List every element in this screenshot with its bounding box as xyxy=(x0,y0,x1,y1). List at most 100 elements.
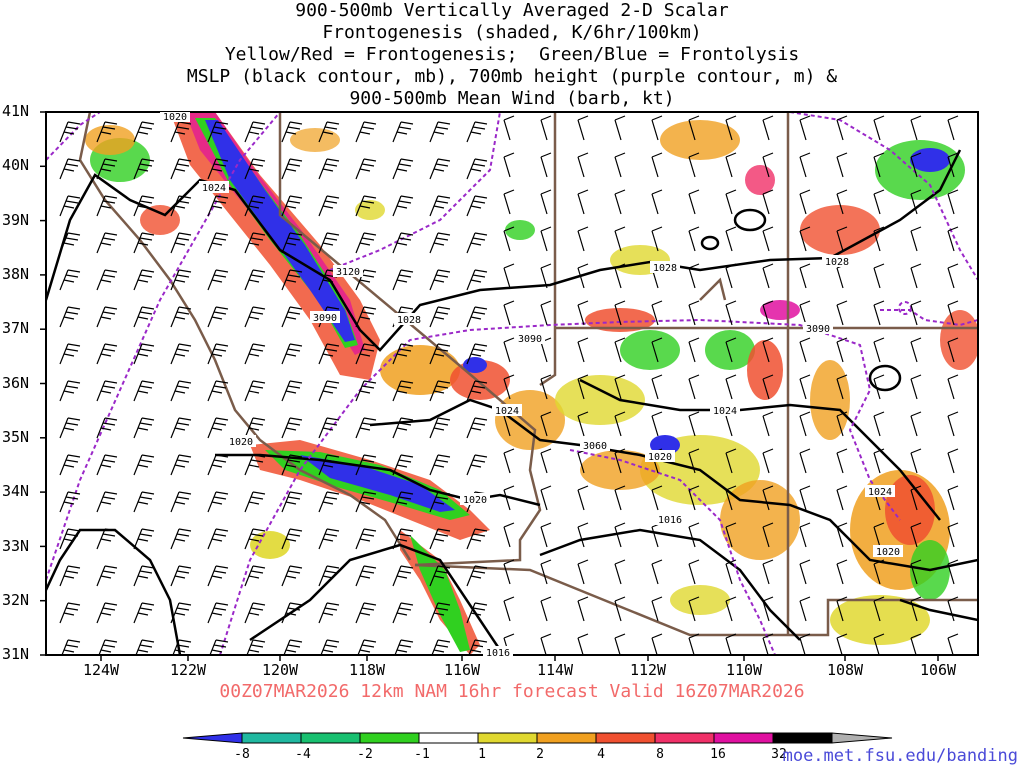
wind-barb xyxy=(725,374,737,400)
colorbar-segment xyxy=(595,732,656,744)
svg-text:1016: 1016 xyxy=(658,515,682,526)
wind-barb xyxy=(170,195,192,217)
colorbar-segment xyxy=(359,732,420,744)
wind-barb xyxy=(799,337,811,363)
wind-barb xyxy=(762,522,774,548)
wind-barb xyxy=(799,411,811,437)
wind-barb xyxy=(614,300,626,326)
wind-barb xyxy=(281,232,303,254)
wind-barb xyxy=(429,380,451,402)
wind-barb xyxy=(355,195,377,217)
wind-barb xyxy=(466,565,488,587)
wind-barb xyxy=(651,485,663,511)
wind-barb xyxy=(244,269,266,291)
wind-barb xyxy=(172,639,192,655)
wind-barb xyxy=(59,417,81,439)
wind-barb xyxy=(96,602,118,624)
wind-barb xyxy=(503,522,515,548)
wind-barb xyxy=(799,226,811,252)
svg-text:1024: 1024 xyxy=(713,406,737,417)
wind-barb xyxy=(281,602,303,624)
wind-barb xyxy=(873,263,885,289)
wind-barb xyxy=(281,269,303,291)
svg-text:3090: 3090 xyxy=(806,324,830,335)
wind-barb xyxy=(392,528,414,550)
svg-text:1028: 1028 xyxy=(653,263,677,274)
wind-barb xyxy=(725,189,737,215)
contour-labels: 1024 1028 1028 1028 1024 1024 1020 1020 … xyxy=(160,112,903,659)
wind-barb xyxy=(762,263,774,289)
wind-barb xyxy=(133,565,155,587)
mslp-label: 1020 xyxy=(226,435,256,448)
wind-barb xyxy=(947,522,959,548)
lat-label: 37N xyxy=(2,319,30,337)
wind-barb xyxy=(207,380,229,402)
wind-barb xyxy=(96,269,118,291)
wind-barb xyxy=(133,491,155,513)
wind-barb xyxy=(540,522,552,548)
wind-barb xyxy=(725,522,737,548)
wind-barb xyxy=(873,300,885,326)
svg-text:1024: 1024 xyxy=(202,183,226,194)
wind-barb xyxy=(762,448,774,474)
wind-barb xyxy=(355,380,377,402)
height-label: 3090 xyxy=(515,332,545,345)
wind-barb xyxy=(429,491,451,513)
wind-barb xyxy=(762,485,774,511)
wind-barb xyxy=(688,485,700,511)
mslp-label: 1024 xyxy=(492,404,522,417)
wind-barb xyxy=(355,528,377,550)
colorbar-segment xyxy=(241,732,302,744)
wind-barb xyxy=(577,115,589,141)
wind-barb xyxy=(244,306,266,328)
wind-barb xyxy=(947,411,959,437)
wind-barb xyxy=(910,189,922,215)
colorbar-segment xyxy=(654,732,715,744)
wind-barb xyxy=(318,380,340,402)
wind-barb xyxy=(429,269,451,291)
wind-barb xyxy=(96,306,118,328)
wind-barb xyxy=(318,491,340,513)
wind-barb xyxy=(540,115,552,141)
height-label: 3090 xyxy=(803,322,833,335)
wind-barb xyxy=(910,596,922,622)
wind-barb xyxy=(392,269,414,291)
wind-barb xyxy=(357,639,377,655)
wind-barb xyxy=(577,300,589,326)
wind-barb xyxy=(429,565,451,587)
wind-barb xyxy=(614,411,626,437)
wind-barb xyxy=(59,121,81,143)
wind-barb xyxy=(59,602,81,624)
wind-barb xyxy=(133,380,155,402)
wind-barb xyxy=(281,121,303,143)
wind-barb xyxy=(873,448,885,474)
wind-barb xyxy=(355,269,377,291)
wind-barb xyxy=(466,417,488,439)
wind-barb xyxy=(133,158,155,180)
wind-barb xyxy=(429,528,451,550)
wind-barb xyxy=(688,226,700,252)
wind-barb xyxy=(688,263,700,289)
wind-barb xyxy=(651,115,663,141)
wind-barb xyxy=(503,559,515,585)
wind-barb xyxy=(392,565,414,587)
wind-barb xyxy=(392,491,414,513)
wind-barb xyxy=(96,121,118,143)
wind-barb xyxy=(392,454,414,476)
wind-barb xyxy=(688,300,700,326)
mslp-label: 1024 xyxy=(199,181,229,194)
wind-barb xyxy=(170,158,192,180)
wind-barb xyxy=(577,152,589,178)
wind-barb xyxy=(947,374,959,400)
wind-barb xyxy=(799,300,811,326)
wind-barb xyxy=(725,596,737,622)
lat-label: 41N xyxy=(2,102,30,120)
lon-label: 118W xyxy=(348,661,386,679)
wind-barb xyxy=(281,454,303,476)
wind-barb xyxy=(244,380,266,402)
wind-barb xyxy=(207,306,229,328)
wind-barb xyxy=(614,596,626,622)
wind-barb xyxy=(651,337,663,363)
wind-barb xyxy=(577,374,589,400)
wind-barb xyxy=(873,189,885,215)
